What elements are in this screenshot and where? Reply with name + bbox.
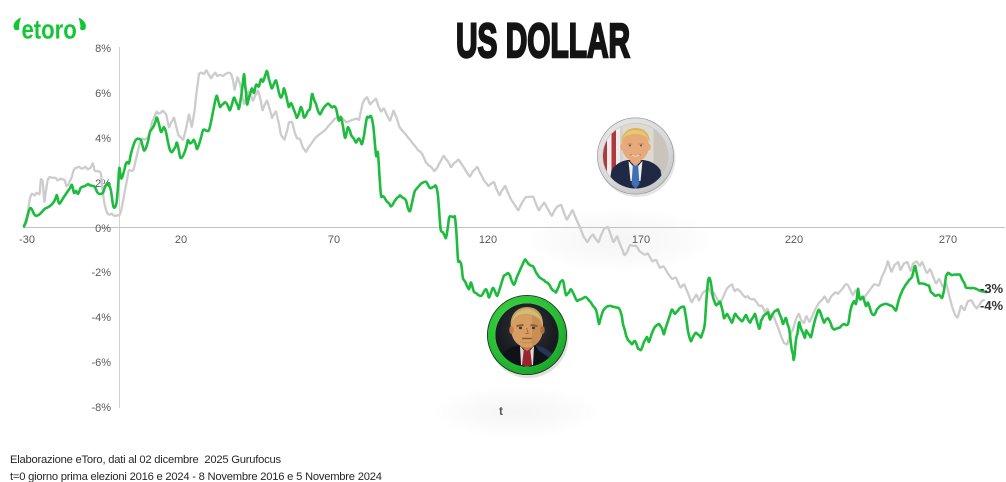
- svg-text:20: 20: [175, 234, 187, 246]
- svg-text:-3%: -3%: [980, 281, 1004, 296]
- svg-text:170: 170: [632, 234, 650, 246]
- svg-text:0%: 0%: [95, 223, 111, 235]
- svg-text:-4%: -4%: [980, 298, 1004, 313]
- svg-text:t=0 giorno prima elezioni 2016: t=0 giorno prima elezioni 2016 e 2024 - …: [10, 471, 382, 482]
- svg-text:etoro: etoro: [22, 16, 77, 46]
- svg-text:-6%: -6%: [91, 357, 111, 369]
- svg-text:70: 70: [328, 234, 340, 246]
- svg-text:t: t: [499, 404, 503, 418]
- svg-text:220: 220: [785, 234, 803, 246]
- svg-text:8%: 8%: [95, 43, 111, 55]
- svg-text:-2%: -2%: [91, 267, 111, 279]
- svg-text:2%: 2%: [95, 178, 111, 190]
- svg-text:270: 270: [939, 234, 957, 246]
- svg-text:-4%: -4%: [91, 312, 111, 324]
- svg-text:US DOLLAR: US DOLLAR: [456, 14, 630, 68]
- svg-text:120: 120: [479, 234, 497, 246]
- svg-text:Elaborazione eToro, dati al 02: Elaborazione eToro, dati al 02 dicembre …: [10, 454, 281, 466]
- svg-text:-8%: -8%: [91, 402, 111, 414]
- svg-text:6%: 6%: [95, 88, 111, 100]
- svg-text:-30: -30: [19, 234, 35, 246]
- svg-text:4%: 4%: [95, 133, 111, 145]
